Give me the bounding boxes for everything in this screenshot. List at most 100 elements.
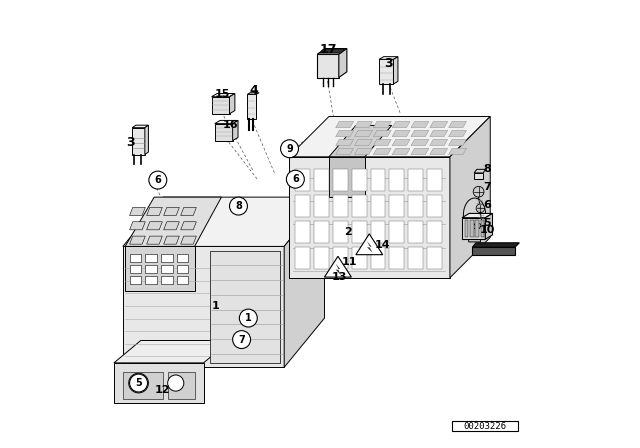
- Polygon shape: [352, 169, 367, 191]
- Polygon shape: [125, 246, 195, 291]
- Polygon shape: [329, 125, 392, 157]
- Text: 1: 1: [212, 301, 220, 310]
- Text: 15: 15: [214, 89, 230, 99]
- Circle shape: [473, 186, 484, 197]
- Polygon shape: [430, 139, 448, 146]
- Polygon shape: [164, 222, 179, 230]
- Polygon shape: [411, 139, 429, 146]
- Polygon shape: [130, 265, 141, 273]
- Polygon shape: [317, 48, 347, 54]
- Polygon shape: [408, 195, 423, 217]
- Text: 7: 7: [484, 182, 492, 192]
- Polygon shape: [427, 247, 442, 269]
- Text: 7: 7: [238, 335, 245, 345]
- Polygon shape: [329, 157, 365, 197]
- Polygon shape: [373, 121, 391, 128]
- Polygon shape: [132, 125, 148, 128]
- Polygon shape: [248, 95, 257, 119]
- Polygon shape: [373, 139, 391, 146]
- Text: 12: 12: [154, 385, 170, 395]
- Polygon shape: [130, 276, 141, 284]
- Text: 11: 11: [342, 257, 357, 267]
- Polygon shape: [177, 254, 188, 262]
- Polygon shape: [465, 220, 468, 237]
- Polygon shape: [130, 254, 141, 262]
- Polygon shape: [324, 256, 351, 277]
- Polygon shape: [145, 254, 157, 262]
- Polygon shape: [317, 54, 339, 78]
- Polygon shape: [355, 139, 372, 146]
- Polygon shape: [333, 195, 348, 217]
- Polygon shape: [408, 221, 423, 243]
- Polygon shape: [389, 221, 404, 243]
- Polygon shape: [352, 195, 367, 217]
- Polygon shape: [427, 169, 442, 191]
- Text: 14: 14: [374, 240, 390, 250]
- Polygon shape: [123, 197, 324, 246]
- Polygon shape: [430, 130, 448, 137]
- Polygon shape: [389, 169, 404, 191]
- Polygon shape: [164, 236, 179, 244]
- Polygon shape: [314, 247, 329, 269]
- Polygon shape: [180, 236, 196, 244]
- Polygon shape: [320, 49, 344, 53]
- Polygon shape: [394, 57, 398, 84]
- Polygon shape: [430, 148, 448, 155]
- Polygon shape: [248, 93, 259, 95]
- Polygon shape: [427, 221, 442, 243]
- Polygon shape: [379, 57, 398, 60]
- Polygon shape: [336, 121, 354, 128]
- Polygon shape: [289, 116, 490, 157]
- Polygon shape: [462, 213, 493, 218]
- Polygon shape: [336, 263, 341, 275]
- Polygon shape: [392, 148, 410, 155]
- Polygon shape: [371, 221, 385, 243]
- Text: 9: 9: [286, 144, 293, 154]
- Polygon shape: [473, 224, 486, 227]
- Polygon shape: [230, 94, 235, 114]
- Polygon shape: [392, 121, 410, 128]
- Circle shape: [149, 171, 167, 189]
- Polygon shape: [177, 265, 188, 273]
- Polygon shape: [449, 139, 467, 146]
- Polygon shape: [474, 223, 481, 228]
- Text: 6: 6: [154, 175, 161, 185]
- Polygon shape: [474, 173, 483, 179]
- Text: 3: 3: [384, 57, 393, 70]
- Polygon shape: [161, 254, 173, 262]
- Text: 4: 4: [249, 84, 258, 98]
- Polygon shape: [289, 157, 450, 278]
- Polygon shape: [336, 148, 354, 155]
- Polygon shape: [130, 222, 145, 230]
- Polygon shape: [180, 207, 196, 215]
- Circle shape: [168, 375, 184, 391]
- Text: 16: 16: [222, 120, 238, 129]
- Polygon shape: [356, 234, 383, 254]
- Polygon shape: [355, 148, 372, 155]
- Polygon shape: [408, 247, 423, 269]
- Polygon shape: [450, 116, 490, 278]
- Polygon shape: [411, 130, 429, 137]
- Circle shape: [129, 373, 148, 393]
- Polygon shape: [485, 213, 493, 239]
- Circle shape: [129, 374, 148, 392]
- Polygon shape: [314, 195, 329, 217]
- Polygon shape: [336, 130, 354, 137]
- Polygon shape: [147, 207, 163, 215]
- Polygon shape: [352, 247, 367, 269]
- Polygon shape: [355, 121, 372, 128]
- Polygon shape: [355, 130, 372, 137]
- Text: 10: 10: [479, 225, 495, 235]
- Text: 2: 2: [344, 227, 351, 237]
- Polygon shape: [367, 241, 372, 253]
- Polygon shape: [164, 207, 179, 215]
- Polygon shape: [449, 130, 467, 137]
- Polygon shape: [463, 198, 486, 232]
- Text: 6: 6: [292, 174, 299, 184]
- Polygon shape: [389, 195, 404, 217]
- Polygon shape: [468, 220, 481, 242]
- Polygon shape: [389, 247, 404, 269]
- Polygon shape: [373, 148, 391, 155]
- Polygon shape: [147, 222, 163, 230]
- FancyBboxPatch shape: [452, 421, 518, 431]
